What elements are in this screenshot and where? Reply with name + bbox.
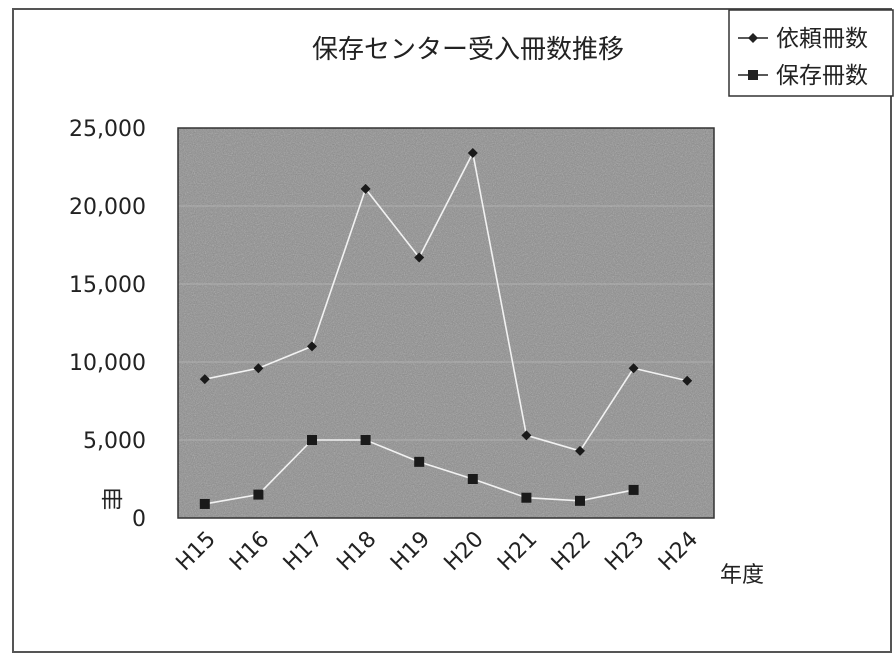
data-point-square xyxy=(414,456,425,467)
y-tick-label: 10,000 xyxy=(69,351,146,376)
data-point-diamond xyxy=(253,363,264,374)
data-point-diamond xyxy=(521,430,532,441)
y-axis-ticks: 0 5,000 10,000 15,000 20,000 25,000 xyxy=(69,117,146,532)
x-tick-label: H18 xyxy=(332,527,381,576)
data-point-diamond xyxy=(467,147,478,158)
x-axis-label: 年度 xyxy=(720,563,764,588)
series-layer xyxy=(199,147,693,509)
y-tick-label: 15,000 xyxy=(69,273,146,298)
data-point-square xyxy=(199,498,210,509)
x-tick-label: H15 xyxy=(172,527,221,576)
y-tick-label: 25,000 xyxy=(69,117,146,142)
data-point-square xyxy=(360,435,371,445)
x-axis-ticks: H15 H16 H17 H18 H19 H20 H21 H22 H23 H24 xyxy=(172,527,704,576)
y-tick-label: 20,000 xyxy=(69,195,146,220)
legend-box xyxy=(728,9,894,97)
data-point-diamond xyxy=(682,375,693,386)
data-point-square xyxy=(575,495,585,506)
x-tick-label: H22 xyxy=(547,527,596,576)
legend-diamond-marker xyxy=(748,33,758,43)
y-tick-label: 5,000 xyxy=(83,429,146,454)
plot-texture xyxy=(178,128,714,518)
series-line xyxy=(204,150,688,452)
data-point-diamond xyxy=(199,374,210,385)
data-point-square xyxy=(521,492,532,503)
x-tick-label: H19 xyxy=(386,527,435,576)
data-point-square xyxy=(628,484,639,495)
data-point-square xyxy=(307,435,317,445)
x-tick-label: H21 xyxy=(493,527,542,576)
data-point-square xyxy=(253,489,264,500)
data-point-square xyxy=(467,474,478,484)
legend-label-requests: 依頼冊数 xyxy=(776,26,868,52)
legend-square-marker xyxy=(748,70,758,80)
x-tick-label: H16 xyxy=(225,527,274,576)
data-point-diamond xyxy=(307,341,317,352)
x-tick-label: H23 xyxy=(600,527,649,576)
plot-border xyxy=(177,127,715,519)
legend: 依頼冊数 保存冊数 xyxy=(728,9,894,97)
x-tick-label: H20 xyxy=(440,527,489,576)
x-tick-label: H24 xyxy=(654,527,703,576)
legend-label-stored: 保存冊数 xyxy=(776,63,868,89)
x-tick-label: H17 xyxy=(279,527,328,576)
data-point-diamond xyxy=(575,445,585,456)
data-point-diamond xyxy=(360,183,371,194)
data-point-diamond xyxy=(628,363,639,374)
chart-title: 保存センター受入冊数推移 xyxy=(312,35,624,65)
y-tick-label: 0 xyxy=(132,507,146,532)
y-axis-label: 冊 xyxy=(101,488,123,513)
data-point-diamond xyxy=(414,252,425,263)
